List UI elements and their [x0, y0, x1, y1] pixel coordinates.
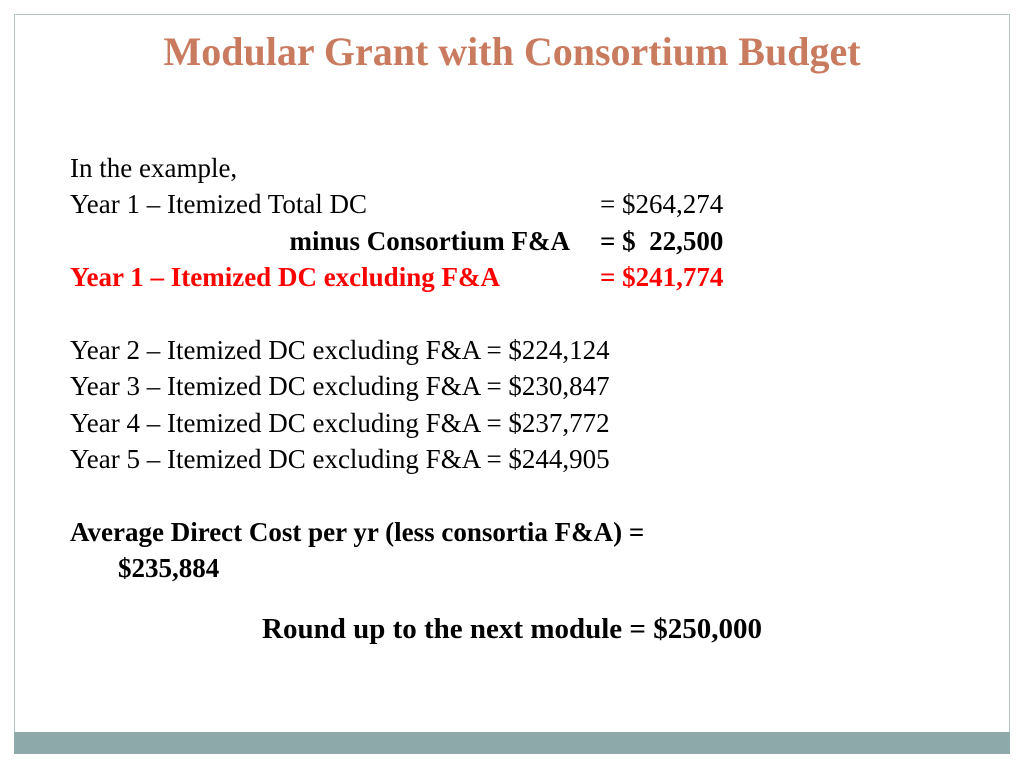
year1-total-dc-label: Year 1 – Itemized Total DC [70, 186, 600, 222]
year1-excl-row: Year 1 – Itemized DC excluding F&A = $24… [70, 259, 954, 295]
year1-minus-label: minus Consortium F&A [70, 223, 600, 259]
year1-total-dc-row: Year 1 – Itemized Total DC = $264,274 [70, 186, 954, 222]
spacer-1 [70, 296, 954, 332]
year5-line: Year 5 – Itemized DC excluding F&A = $24… [70, 441, 954, 477]
slide-body: In the example, Year 1 – Itemized Total … [70, 150, 954, 650]
year3-line: Year 3 – Itemized DC excluding F&A = $23… [70, 368, 954, 404]
average-label: Average Direct Cost per yr (less consort… [70, 514, 954, 550]
average-value: $235,884 [118, 550, 954, 586]
roundup-line: Round up to the next module = $250,000 [70, 610, 954, 649]
year1-minus-value: = $ 22,500 [600, 223, 723, 259]
intro-text: In the example, [70, 150, 954, 186]
year2-line: Year 2 – Itemized DC excluding F&A = $22… [70, 332, 954, 368]
year1-excl-value: = $241,774 [600, 259, 723, 295]
bottom-accent-bar [14, 732, 1010, 754]
slide: Modular Grant with Consortium Budget In … [0, 0, 1024, 768]
year4-line: Year 4 – Itemized DC excluding F&A = $23… [70, 405, 954, 441]
slide-title: Modular Grant with Consortium Budget [0, 28, 1024, 75]
year1-total-dc-value: = $264,274 [600, 186, 723, 222]
spacer-2 [70, 478, 954, 514]
year1-excl-label: Year 1 – Itemized DC excluding F&A [70, 259, 600, 295]
year1-minus-row: minus Consortium F&A = $ 22,500 [70, 223, 954, 259]
